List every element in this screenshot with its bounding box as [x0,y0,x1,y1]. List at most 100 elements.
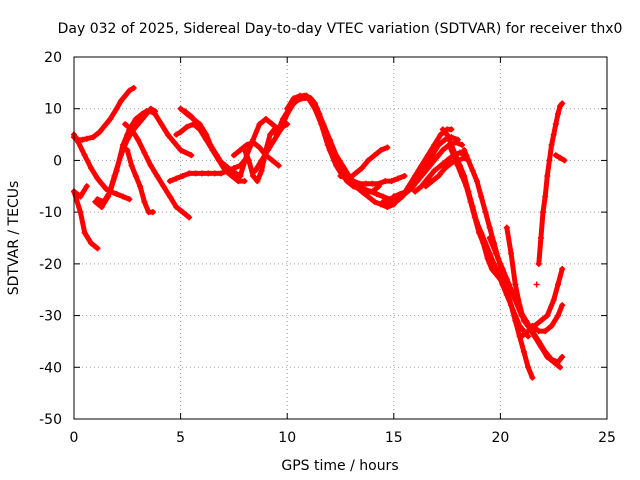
data-point [482,209,489,216]
data-point [488,266,495,273]
data-point [250,172,257,179]
x-tick-label: 5 [176,430,185,446]
data-point [542,328,549,335]
data-point [134,136,141,143]
data-point [390,193,397,200]
data-point [407,185,414,192]
data-point [548,356,555,363]
data-point [275,162,282,169]
data-point [173,131,180,138]
data-point [429,152,436,159]
data-point [245,157,252,164]
data-point [141,149,148,156]
data-point [537,317,544,324]
x-tick-label: 10 [278,430,296,446]
data-point [177,105,184,112]
data-point [75,139,82,146]
data-point [173,203,180,210]
data-point [554,359,561,366]
series-arc-21 [337,172,408,187]
data-point [113,167,120,174]
data-point [307,95,314,102]
data-point [554,110,561,117]
data-point [546,157,553,164]
data-point [401,191,408,198]
data-point [373,191,380,198]
series-arc-07 [124,147,156,216]
series-arc-36 [535,100,566,267]
data-point [252,167,259,174]
data-point [448,126,455,133]
data-point [90,134,97,141]
data-point [181,108,188,115]
data-point [98,180,105,187]
data-point [343,175,350,182]
data-point [269,121,276,128]
data-point [126,196,133,203]
series-arc-10 [166,157,248,185]
data-point [235,178,242,185]
data-point [535,260,542,267]
data-point [124,131,131,138]
data-point [441,165,448,172]
data-point [548,322,555,329]
data-point [326,136,333,143]
data-point [444,131,451,138]
x-tick-label: 0 [70,430,79,446]
data-point [559,302,566,309]
data-point [107,116,114,123]
data-point [209,147,216,154]
data-point [542,348,549,355]
data-point [273,131,280,138]
data-point [132,172,139,179]
data-point [459,141,466,148]
series-arc-03 [71,85,137,143]
data-point [262,116,269,123]
series-arc-35 [533,281,540,288]
data-point [535,328,542,335]
data-point [467,198,474,205]
series-arc-33 [518,266,566,340]
data-point [412,188,419,195]
data-point [384,144,391,151]
data-point [279,116,286,123]
data-point [196,126,203,133]
series-line [295,93,397,210]
y-tick-label: 0 [53,153,62,169]
data-point [559,100,566,107]
data-point [350,178,357,185]
data-point [486,224,493,231]
data-point [550,297,557,304]
data-point [113,191,120,198]
data-point [337,172,344,179]
data-point [339,162,346,169]
data-point [380,198,387,205]
data-point [320,121,327,128]
data-point [401,172,408,179]
data-point [203,136,210,143]
data-point [186,214,193,221]
data-point [371,198,378,205]
data-point [493,250,500,257]
data-point [554,281,561,288]
data-point [83,183,90,190]
data-point [188,113,195,120]
data-point [446,141,453,148]
data-point [124,147,131,154]
data-point [177,147,184,154]
data-point [529,374,536,381]
y-axis-label: SDTVAR / TECUs [6,181,22,296]
data-point [525,328,532,335]
y-tick-label: -20 [39,257,62,273]
data-point [120,193,127,200]
data-point [375,180,382,187]
data-point [271,136,278,143]
data-point [230,152,237,159]
data-point [469,167,476,174]
data-point [380,193,387,200]
data-point [137,183,144,190]
grid-lines [74,57,607,419]
data-point [237,172,244,179]
data-point [473,178,480,185]
